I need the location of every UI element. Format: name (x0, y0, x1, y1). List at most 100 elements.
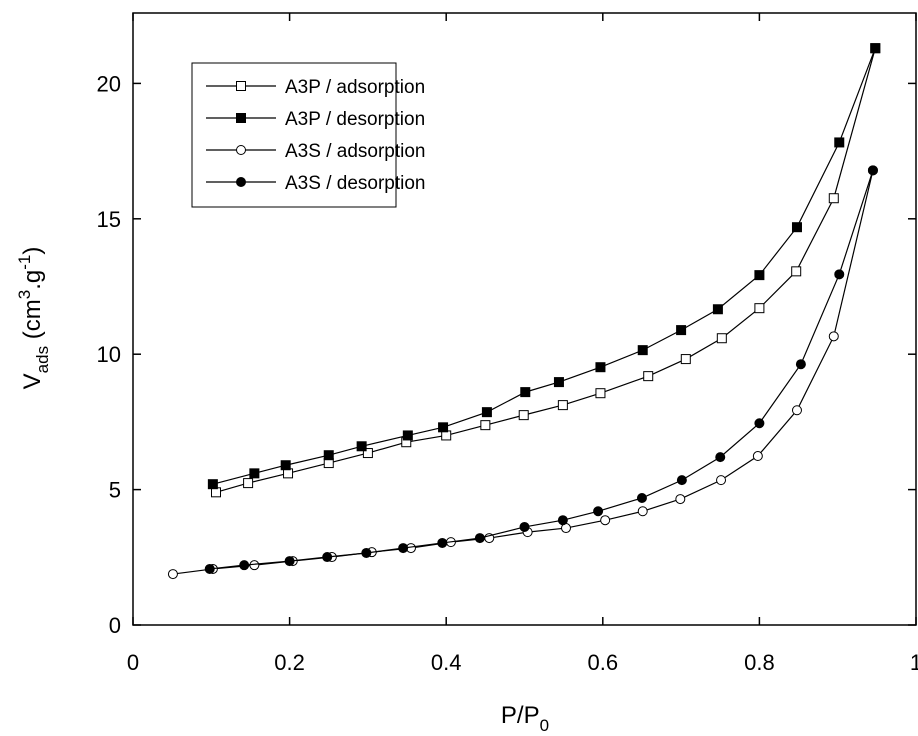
data-point (167, 569, 178, 580)
y-tick-label: 5 (109, 478, 121, 503)
data-point (557, 400, 568, 411)
data-point (207, 479, 218, 490)
data-point (323, 450, 334, 461)
data-point (593, 506, 604, 517)
plot-frame (132, 12, 917, 626)
label-part: ads (33, 346, 52, 373)
data-point (636, 492, 647, 503)
legend-text: A3S / desorption (285, 173, 425, 194)
data-point (243, 478, 254, 489)
data-point (398, 543, 409, 554)
series-line (212, 47, 876, 485)
data-point (834, 137, 845, 148)
x-tick-label: 0.2 (274, 650, 305, 675)
data-point (676, 325, 687, 336)
data-point (712, 304, 723, 315)
data-point (791, 222, 802, 233)
data-point (754, 270, 765, 281)
x-tick-label: 0.6 (588, 650, 619, 675)
data-point (716, 333, 727, 344)
data-point (480, 420, 491, 431)
data-point (557, 515, 568, 526)
legend-text: A3S / adsorption (285, 141, 425, 162)
data-point (402, 430, 413, 441)
data-point (795, 359, 806, 370)
data-point (553, 377, 564, 388)
series-line (209, 170, 874, 570)
data-point (322, 552, 333, 563)
data-point (828, 193, 839, 204)
data-point (474, 533, 485, 544)
data-point (675, 494, 686, 505)
y-tick-label: 15 (97, 207, 121, 232)
series (167, 165, 878, 580)
label-part: (cm (19, 299, 46, 346)
x-tick-label: 1 (910, 650, 918, 675)
series (204, 165, 878, 574)
y-tick-label: 0 (109, 613, 121, 638)
data-point (280, 460, 291, 471)
data-point (680, 354, 691, 365)
label-part: 0 (540, 716, 549, 731)
data-point (518, 410, 529, 421)
data-point (834, 269, 845, 280)
data-point (637, 506, 648, 517)
data-point (676, 475, 687, 486)
data-point (520, 387, 531, 398)
data-point (239, 560, 250, 571)
data-point (643, 371, 654, 382)
series-line (172, 170, 874, 575)
legend-marker (236, 113, 246, 123)
label-part: .g (19, 270, 46, 290)
data-point (791, 405, 802, 416)
series-line (215, 48, 876, 493)
x-tick-label: 0.8 (744, 650, 775, 675)
legend-text: A3P / adsorption (285, 77, 425, 98)
data-point (637, 345, 648, 356)
label-part: -1 (15, 255, 34, 270)
x-tick-label: 0 (127, 650, 139, 675)
data-point (361, 547, 372, 558)
data-point (754, 303, 765, 314)
data-point (437, 537, 448, 548)
y-tick-label: 10 (97, 342, 121, 367)
y-label: Vads (cm3.g-1) (15, 247, 52, 390)
data-point (870, 43, 881, 54)
data-point (595, 362, 606, 373)
data-point (356, 441, 367, 452)
legend-marker (236, 177, 246, 187)
data-point (284, 556, 295, 567)
data-point (438, 422, 449, 433)
legend-marker (236, 145, 246, 155)
label-part: ) (19, 247, 46, 255)
series (207, 43, 881, 490)
x-label: P/P0 (501, 702, 549, 731)
label-part: P/P (501, 702, 540, 729)
data-point (249, 468, 260, 479)
label-part: 3 (15, 290, 34, 299)
data-point (752, 451, 763, 462)
label-part: V (19, 373, 46, 389)
data-point (519, 521, 530, 532)
legend-marker (236, 81, 246, 91)
data-point (791, 266, 802, 277)
data-point (204, 563, 215, 574)
data-point (595, 388, 606, 399)
data-point (249, 560, 260, 571)
data-point (600, 515, 611, 526)
y-tick-label: 20 (97, 71, 121, 96)
data-point (754, 418, 765, 429)
data-point (828, 331, 839, 342)
legend: A3P / adsorption A3P / desorption A3S / ad… (191, 62, 425, 208)
data-point (481, 407, 492, 418)
data-point (867, 165, 878, 176)
data-point (716, 475, 727, 486)
legend-text: A3P / desorption (285, 109, 425, 130)
series (210, 43, 881, 498)
x-tick-label: 0.4 (431, 650, 462, 675)
legend-box (191, 62, 397, 208)
data-point (362, 448, 373, 459)
data-point (715, 452, 726, 463)
